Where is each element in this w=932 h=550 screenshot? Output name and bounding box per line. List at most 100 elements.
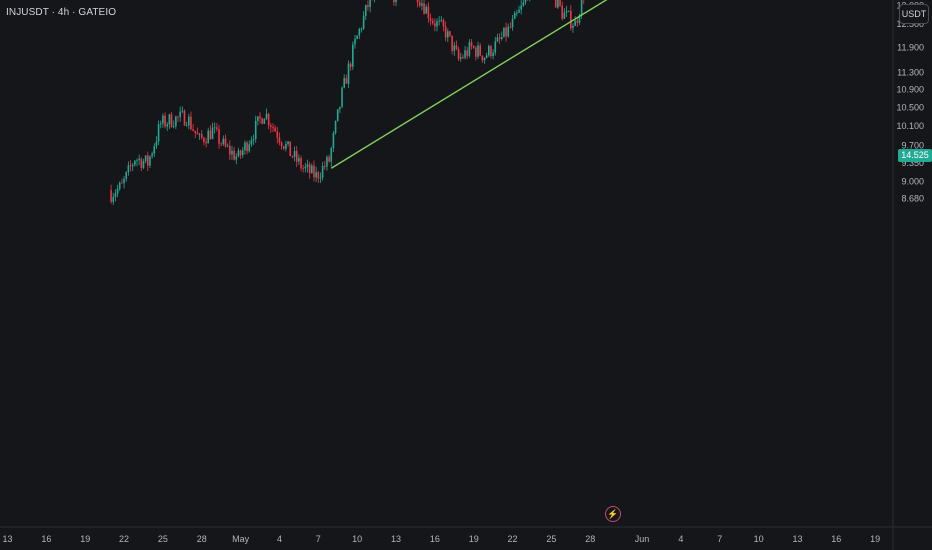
time-tick-label: 22: [508, 534, 518, 544]
candle: [222, 135, 225, 146]
candle: [503, 27, 505, 38]
candle: [468, 39, 471, 58]
candle: [220, 142, 222, 147]
candle: [524, 0, 527, 5]
support-trendline[interactable]: [330, 0, 707, 169]
candle: [216, 122, 218, 132]
candle: [181, 106, 184, 114]
candle: [490, 44, 492, 59]
candle: [164, 112, 166, 129]
price-tick-label: 12.500: [896, 19, 924, 29]
candle: [142, 158, 145, 170]
candle: [121, 178, 123, 184]
candle: [311, 163, 313, 174]
candle: [280, 141, 283, 150]
candle: [134, 159, 136, 167]
candle: [241, 146, 244, 159]
candle: [436, 18, 438, 32]
time-tick-label: 7: [717, 534, 722, 544]
candle: [522, 0, 525, 7]
candle: [291, 155, 294, 159]
candle: [341, 86, 343, 109]
price-tick-label: 9.350: [901, 158, 924, 168]
candle: [194, 130, 197, 139]
candle: [429, 13, 432, 26]
time-tick-label: 19: [469, 534, 479, 544]
time-tick-label: 16: [831, 534, 841, 544]
candle: [358, 27, 361, 39]
time-tick-label: 13: [792, 534, 802, 544]
candle: [250, 136, 253, 147]
candle: [298, 154, 300, 165]
candle: [293, 146, 296, 162]
candle: [205, 137, 207, 148]
candle: [257, 116, 259, 126]
time-tick-label: 4: [277, 534, 282, 544]
candle: [561, 1, 563, 21]
price-tick-label: 9.700: [901, 140, 924, 150]
candle: [259, 112, 261, 124]
candle: [518, 5, 520, 13]
time-tick-label: 22: [119, 534, 129, 544]
candle: [462, 54, 464, 60]
candle: [155, 136, 158, 149]
candle: [209, 125, 212, 140]
lightning-bolt-icon[interactable]: ⚡: [605, 506, 621, 522]
candle: [511, 15, 514, 31]
time-tick-label: 10: [352, 534, 362, 544]
candle: [274, 125, 276, 132]
candle: [179, 106, 181, 122]
candle: [498, 33, 501, 45]
candle: [321, 161, 324, 181]
candle: [369, 0, 371, 13]
candle: [131, 162, 134, 172]
candle: [123, 176, 125, 189]
candle: [362, 11, 365, 31]
candle: [457, 46, 460, 62]
candle: [244, 140, 246, 155]
candle: [567, 10, 570, 13]
candle: [559, 0, 561, 8]
candle: [190, 111, 192, 131]
candle: [183, 109, 186, 126]
symbol-title[interactable]: INJUSDT · 4h · GATEIO: [6, 7, 117, 18]
candle: [149, 155, 151, 169]
price-tick-label: 9.000: [901, 176, 924, 186]
candle: [110, 184, 112, 204]
currency-button[interactable]: USDT: [899, 4, 929, 24]
candle: [196, 127, 199, 135]
candle: [317, 170, 320, 183]
last-price-badge: 14.525: [898, 149, 932, 162]
candle: [231, 145, 233, 160]
candle: [431, 18, 434, 26]
candle: [395, 0, 397, 7]
candle: [146, 151, 149, 172]
candle: [364, 4, 367, 20]
candle: [177, 115, 179, 123]
candle: [334, 120, 337, 135]
candle: [343, 74, 345, 89]
candle: [233, 147, 235, 161]
candle: [453, 41, 456, 56]
time-tick-label: 19: [870, 534, 880, 544]
candle: [261, 117, 263, 125]
candle: [207, 127, 210, 144]
candle: [118, 181, 121, 191]
candle: [418, 0, 421, 8]
candle: [302, 164, 304, 173]
price-tick-label: 10.900: [896, 85, 924, 95]
candle: [151, 151, 153, 159]
candle: [451, 35, 453, 55]
candle: [267, 112, 270, 130]
trendline-layer[interactable]: [124, 0, 733, 169]
candle: [572, 22, 574, 33]
candle: [326, 155, 328, 171]
candle: [513, 11, 516, 20]
price-tick-label: 11.300: [897, 67, 924, 77]
candle: [254, 115, 257, 143]
time-tick-label: 10: [754, 534, 764, 544]
candle: [472, 45, 475, 49]
candle: [315, 166, 317, 182]
time-tick-label: 16: [430, 534, 440, 544]
